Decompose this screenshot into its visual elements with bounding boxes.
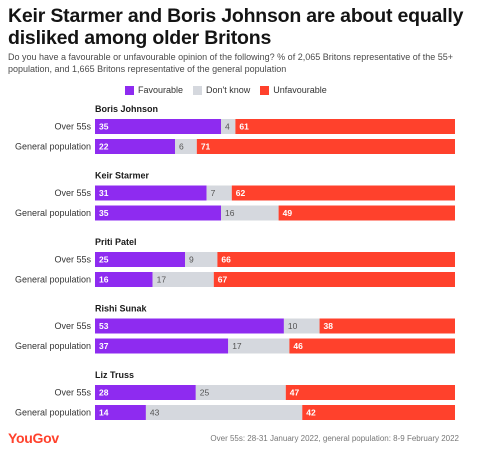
row-label: Over 55s: [54, 122, 91, 132]
data-label-favourable: 53: [99, 321, 109, 331]
legend-label-unfavourable: Unfavourable: [273, 85, 327, 95]
group-title: Rishi Sunak: [95, 304, 148, 314]
data-label-dont-know: 9: [189, 255, 194, 265]
bar-dont-know: [152, 272, 214, 287]
data-label-unfavourable: 61: [239, 122, 249, 132]
chart-subtitle: Do you have a favourable or unfavourable…: [8, 52, 454, 74]
fieldwork-dates-note: Over 55s: 28-31 January 2022, general po…: [210, 434, 459, 443]
row-label: Over 55s: [54, 321, 91, 331]
row-label: General population: [15, 408, 91, 418]
bar-favourable: [95, 119, 221, 134]
data-label-favourable: 22: [99, 142, 109, 152]
bar-dont-know: [228, 338, 290, 354]
row-label: General population: [15, 341, 91, 351]
data-label-unfavourable: 47: [290, 388, 300, 398]
bar-favourable: [95, 272, 153, 287]
data-label-favourable: 14: [99, 408, 109, 418]
bar-favourable: [95, 205, 221, 221]
data-label-unfavourable: 42: [306, 408, 316, 418]
bar-dont-know: [283, 318, 320, 334]
bar-unfavourable: [213, 272, 455, 287]
legend-label-favourable: Favourable: [138, 85, 184, 95]
data-label-dont-know: 43: [150, 408, 160, 418]
bar-favourable: [95, 139, 175, 154]
data-label-dont-know: 4: [225, 122, 230, 132]
data-label-unfavourable: 38: [324, 321, 334, 331]
data-label-favourable: 37: [99, 341, 109, 351]
group-title: Priti Patel: [95, 237, 137, 247]
bar-unfavourable: [196, 139, 455, 154]
bar-dont-know: [206, 185, 232, 201]
bar-unfavourable: [217, 252, 455, 267]
bar-dont-know: [221, 119, 236, 134]
data-label-favourable: 35: [99, 122, 109, 132]
bar-dont-know: [185, 252, 218, 267]
row-label: General population: [15, 275, 91, 285]
legend-item-dont-know: Don't know: [193, 85, 250, 95]
group-title: Liz Truss: [95, 370, 134, 380]
bar-unfavourable: [231, 185, 455, 201]
bar-favourable: [95, 252, 185, 267]
row-label: General population: [15, 208, 91, 218]
bar-dont-know: [175, 139, 197, 154]
data-label-unfavourable: 67: [218, 275, 228, 285]
bar-dont-know: [145, 405, 303, 420]
bar-unfavourable: [319, 318, 455, 334]
bar-favourable: [95, 385, 196, 400]
legend-label-dont-know: Don't know: [206, 85, 251, 95]
data-label-dont-know: 17: [157, 275, 167, 285]
data-label-favourable: 25: [99, 255, 109, 265]
bar-favourable: [95, 318, 284, 334]
row-label: General population: [15, 142, 91, 152]
bar-dont-know: [221, 205, 279, 221]
bar-dont-know: [195, 385, 286, 400]
data-label-dont-know: 25: [200, 388, 210, 398]
data-label-unfavourable: 66: [221, 255, 231, 265]
legend: Favourable Don't know Unfavourable: [125, 84, 337, 96]
yougov-logo: YouGov: [8, 430, 59, 446]
data-label-dont-know: 10: [288, 321, 298, 331]
bar-unfavourable: [285, 385, 455, 400]
row-label: Over 55s: [54, 388, 91, 398]
data-label-unfavourable: 71: [201, 142, 211, 152]
bar-unfavourable: [289, 338, 455, 354]
data-label-unfavourable: 46: [293, 341, 303, 351]
data-label-unfavourable: 62: [236, 188, 246, 198]
data-label-dont-know: 17: [232, 341, 242, 351]
legend-item-favourable: Favourable: [125, 85, 183, 95]
legend-swatch-unfavourable: [260, 85, 270, 95]
group-title: Boris Johnson: [95, 104, 158, 114]
bar-favourable: [95, 185, 207, 201]
data-label-favourable: 35: [99, 208, 109, 218]
data-label-favourable: 28: [99, 388, 109, 398]
row-label: Over 55s: [54, 255, 91, 265]
data-label-unfavourable: 49: [283, 208, 293, 218]
bar-unfavourable: [235, 119, 455, 134]
data-label-favourable: 31: [99, 188, 109, 198]
chart-title: Keir Starmer and Boris Johnson are about…: [8, 5, 464, 49]
bar-favourable: [95, 338, 229, 354]
data-label-favourable: 16: [99, 275, 109, 285]
bar-unfavourable: [302, 405, 455, 420]
legend-swatch-dont-know: [193, 85, 203, 95]
data-label-dont-know: 7: [211, 188, 216, 198]
group-title: Keir Starmer: [95, 171, 150, 181]
bar-unfavourable: [278, 205, 455, 221]
data-label-dont-know: 6: [179, 142, 184, 152]
legend-item-unfavourable: Unfavourable: [260, 85, 327, 95]
legend-swatch-favourable: [125, 85, 134, 95]
bar-favourable: [95, 405, 146, 420]
row-label: Over 55s: [54, 188, 91, 198]
data-label-dont-know: 16: [225, 208, 235, 218]
